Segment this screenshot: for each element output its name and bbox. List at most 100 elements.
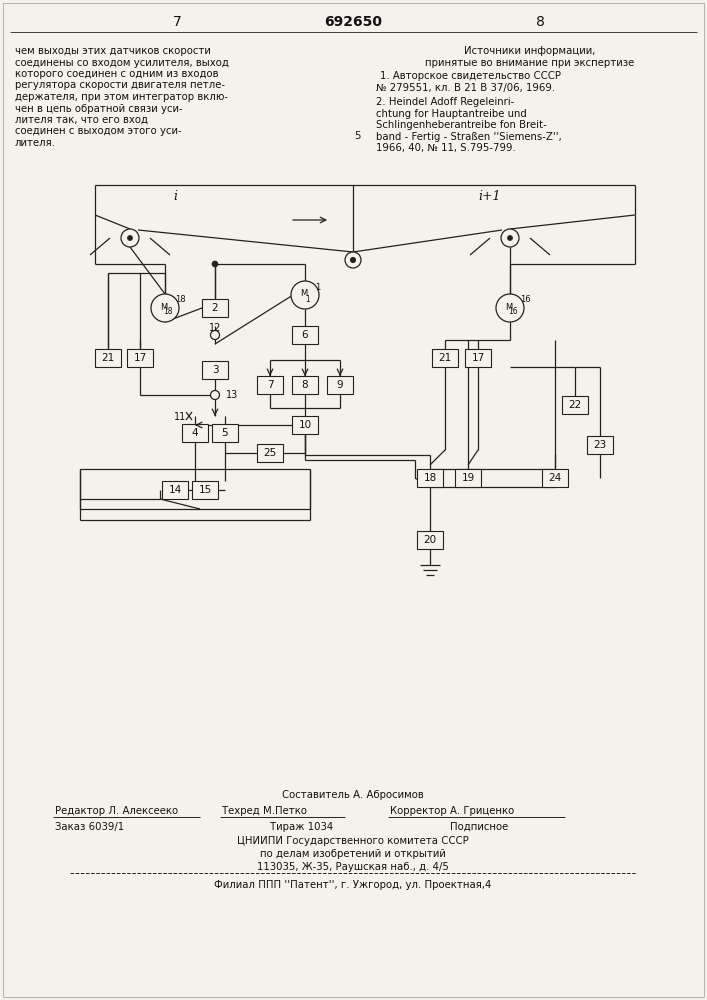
Text: 18: 18 [423, 473, 437, 483]
Text: 7: 7 [173, 15, 182, 29]
Text: Schlingenheberantreibe fon Breit-: Schlingenheberantreibe fon Breit- [376, 120, 547, 130]
Text: band - Fertig - Straßen ''Siemens-Z'',: band - Fertig - Straßen ''Siemens-Z'', [376, 132, 562, 142]
Text: Заказ 6039/1: Заказ 6039/1 [55, 822, 124, 832]
Circle shape [127, 235, 132, 240]
Circle shape [496, 294, 524, 322]
Bar [202, 299, 228, 317]
Text: 1966, 40, № 11, S.795-799.: 1966, 40, № 11, S.795-799. [376, 143, 515, 153]
Text: 4: 4 [192, 428, 198, 438]
Text: 1. Авторское свидетельство СССР: 1. Авторское свидетельство СССР [380, 71, 561, 81]
Bar [182, 424, 208, 442]
Bar [417, 469, 443, 487]
Text: 21: 21 [101, 353, 115, 363]
Bar [587, 436, 613, 454]
Bar [202, 361, 228, 379]
Bar [257, 376, 283, 394]
Text: 3: 3 [211, 365, 218, 375]
Bar [212, 424, 238, 442]
Text: 25: 25 [264, 448, 276, 458]
Text: № 279551, кл. В 21 В 37/06, 1969.: № 279551, кл. В 21 В 37/06, 1969. [376, 83, 555, 93]
Circle shape [151, 294, 179, 322]
Text: соединены со входом усилителя, выход: соединены со входом усилителя, выход [15, 57, 229, 68]
Bar [127, 349, 153, 367]
Text: 13: 13 [226, 390, 238, 400]
Text: 113035, Ж-35, Раушская наб., д. 4/5: 113035, Ж-35, Раушская наб., д. 4/5 [257, 862, 449, 872]
Circle shape [501, 229, 519, 247]
Text: i+1: i+1 [479, 190, 501, 202]
Text: 7: 7 [267, 380, 274, 390]
Text: i: i [173, 190, 177, 202]
Text: 17: 17 [472, 353, 484, 363]
Text: 19: 19 [462, 473, 474, 483]
Text: чен в цепь обратной связи уси-: чен в цепь обратной связи уси- [15, 104, 182, 113]
Text: 24: 24 [549, 473, 561, 483]
Bar [417, 531, 443, 549]
Circle shape [211, 390, 219, 399]
Text: Источники информации,: Источники информации, [464, 46, 596, 56]
Text: 17: 17 [134, 353, 146, 363]
Text: 15: 15 [199, 485, 211, 495]
Text: 9: 9 [337, 380, 344, 390]
Text: М: М [506, 302, 513, 312]
Text: 6: 6 [302, 330, 308, 340]
Bar [562, 396, 588, 414]
Text: Подписное: Подписное [450, 822, 508, 832]
Bar [432, 349, 458, 367]
Circle shape [291, 281, 319, 309]
Text: соединен с выходом этого уси-: соединен с выходом этого уси- [15, 126, 182, 136]
Text: 8: 8 [536, 15, 544, 29]
Text: ЦНИИПИ Государственного комитета СССР: ЦНИИПИ Государственного комитета СССР [237, 836, 469, 846]
Bar [292, 376, 318, 394]
Text: 16: 16 [508, 308, 518, 316]
Bar [542, 469, 568, 487]
Text: 22: 22 [568, 400, 582, 410]
Text: лителя.: лителя. [15, 138, 56, 148]
Bar [465, 349, 491, 367]
Text: Редактор Л. Алексееко: Редактор Л. Алексееко [55, 806, 178, 816]
Text: 18: 18 [175, 296, 186, 304]
Text: 1: 1 [305, 294, 310, 304]
Circle shape [508, 235, 513, 240]
Bar [162, 481, 188, 499]
Text: Техред М.Петко: Техред М.Петко [222, 806, 307, 816]
Text: chtung for Hauptantreibe und: chtung for Hauptantreibe und [376, 109, 527, 119]
Text: лителя так, что его вход: лителя так, что его вход [15, 115, 148, 125]
Text: 16: 16 [520, 296, 531, 304]
Text: 1: 1 [315, 282, 320, 292]
Text: 5: 5 [354, 131, 361, 141]
Text: 8: 8 [302, 380, 308, 390]
Text: держателя, при этом интегратор вклю-: держателя, при этом интегратор вклю- [15, 92, 228, 102]
Text: 14: 14 [168, 485, 182, 495]
Text: Составитель А. Абросимов: Составитель А. Абросимов [282, 790, 424, 800]
Text: 21: 21 [438, 353, 452, 363]
Bar [95, 349, 121, 367]
Circle shape [121, 229, 139, 247]
Text: 23: 23 [593, 440, 607, 450]
Bar [455, 469, 481, 487]
Circle shape [345, 252, 361, 268]
Text: М: М [300, 290, 308, 298]
Bar [292, 416, 318, 434]
Bar [327, 376, 353, 394]
Text: 2: 2 [211, 303, 218, 313]
Text: Корректор А. Гриценко: Корректор А. Гриценко [390, 806, 514, 816]
Circle shape [211, 330, 219, 340]
Text: М: М [160, 302, 168, 312]
Text: регулятора скорости двигателя петле-: регулятора скорости двигателя петле- [15, 81, 225, 91]
Text: по делам изобретений и открытий: по делам изобретений и открытий [260, 849, 446, 859]
Text: Тираж 1034: Тираж 1034 [270, 822, 333, 832]
Text: которого соединен с одним из входов: которого соединен с одним из входов [15, 69, 218, 79]
Text: чем выходы этих датчиков скорости: чем выходы этих датчиков скорости [15, 46, 211, 56]
Text: 11: 11 [174, 412, 186, 422]
Bar [257, 444, 283, 462]
Text: Филиал ППП ''Патент'', г. Ужгород, ул. Проектная,4: Филиал ППП ''Патент'', г. Ужгород, ул. П… [214, 880, 491, 890]
Text: 20: 20 [423, 535, 436, 545]
Circle shape [212, 261, 218, 267]
Bar [192, 481, 218, 499]
Circle shape [351, 257, 356, 262]
Text: 18: 18 [163, 308, 173, 316]
Text: 2. Heindel Adoff Regeleinri-: 2. Heindel Adoff Regeleinri- [376, 97, 514, 107]
Text: 5: 5 [222, 428, 228, 438]
Bar [292, 326, 318, 344]
Text: 12: 12 [209, 323, 221, 333]
